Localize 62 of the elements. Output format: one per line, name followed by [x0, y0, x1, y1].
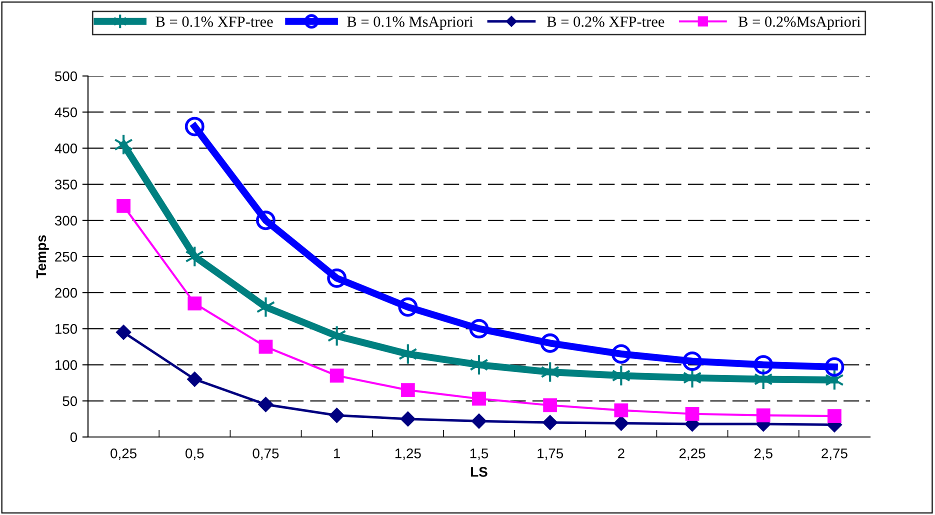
legend-label: B = 0.1% MsApriori	[347, 16, 473, 30]
y-tick-label: 300	[54, 216, 78, 226]
x-tick-label: 2,5	[754, 448, 772, 460]
point	[400, 383, 415, 398]
x-tick-label: 0,75	[252, 448, 279, 460]
point	[114, 134, 134, 156]
point	[469, 318, 489, 338]
point	[327, 268, 347, 288]
point	[471, 414, 487, 429]
point	[614, 416, 629, 431]
x-tick-label: 1	[334, 448, 340, 458]
point	[400, 411, 416, 427]
point	[612, 364, 631, 386]
x-tick-label: 2,75	[822, 448, 848, 460]
point	[824, 357, 844, 377]
point	[116, 199, 130, 213]
point	[472, 392, 486, 406]
y-tick-label: 200	[55, 288, 78, 298]
y-tick-label: 500	[54, 71, 78, 82]
x-axis-title: LS	[471, 466, 488, 477]
point	[187, 372, 202, 387]
point	[188, 296, 202, 310]
point	[682, 351, 702, 371]
point	[116, 324, 132, 340]
y-axis-title: Temps	[36, 235, 49, 278]
point	[756, 408, 770, 422]
point	[398, 297, 418, 317]
point	[258, 340, 273, 354]
x-tick-label: 1,75	[538, 448, 564, 460]
point	[542, 414, 558, 430]
point	[330, 368, 344, 383]
point	[327, 325, 346, 347]
x-tick-label: 1,5	[470, 448, 488, 460]
legend-label: B = 0.2%MsApriori	[738, 16, 861, 30]
legend-label: B = 0.1% XFP-tree	[156, 16, 273, 27]
point	[329, 408, 344, 423]
y-tick-label: 50	[62, 396, 78, 406]
y-tick-label: 250	[55, 252, 78, 262]
point	[685, 406, 700, 421]
point	[828, 409, 842, 424]
x-tick-label: 0,5	[186, 448, 204, 460]
x-tick-label: 0,25	[110, 448, 136, 460]
legend-label: B = 0.2% XFP-tree	[547, 16, 664, 27]
y-tick-label: 400	[54, 144, 78, 154]
point	[540, 333, 560, 353]
y-tick-label: 450	[54, 107, 78, 118]
y-tick-label: 0	[70, 432, 78, 442]
point	[614, 403, 628, 418]
y-tick-label: 150	[55, 324, 78, 334]
point	[543, 398, 558, 412]
point	[611, 344, 631, 364]
point	[256, 296, 276, 318]
x-tick-label: 1,25	[395, 448, 421, 460]
x-tick-label: 2	[618, 448, 624, 458]
point	[184, 116, 204, 136]
point	[398, 343, 418, 365]
point	[754, 355, 774, 375]
y-tick-label: 100	[55, 360, 78, 370]
point	[256, 210, 276, 230]
point	[258, 396, 274, 412]
y-tick-label: 350	[54, 180, 78, 190]
x-tick-label: 2,25	[679, 448, 706, 460]
